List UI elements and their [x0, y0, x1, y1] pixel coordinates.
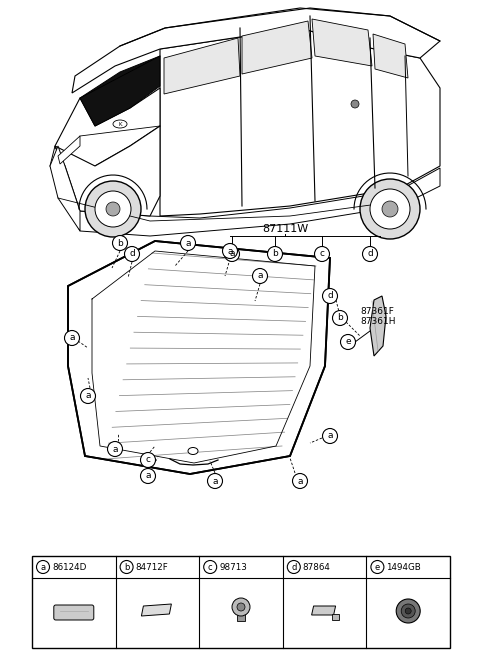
Text: a: a	[227, 247, 233, 255]
Circle shape	[323, 428, 337, 443]
Text: a: a	[85, 392, 91, 401]
Text: K: K	[118, 121, 122, 127]
FancyBboxPatch shape	[32, 556, 450, 648]
Polygon shape	[50, 146, 440, 236]
Circle shape	[204, 560, 216, 573]
Circle shape	[267, 247, 283, 262]
Circle shape	[106, 202, 120, 216]
Text: a: a	[145, 472, 151, 480]
Circle shape	[223, 243, 238, 258]
Polygon shape	[55, 88, 160, 166]
Circle shape	[382, 201, 398, 217]
Text: d: d	[291, 562, 297, 571]
Text: 84712F: 84712F	[135, 562, 168, 571]
Circle shape	[120, 560, 133, 573]
Circle shape	[405, 608, 411, 614]
Text: b: b	[124, 562, 129, 571]
Text: a: a	[327, 432, 333, 440]
Text: 86124D: 86124D	[52, 562, 86, 571]
Text: a: a	[229, 249, 235, 258]
Circle shape	[292, 474, 308, 489]
Circle shape	[237, 603, 245, 611]
Polygon shape	[312, 606, 336, 615]
Text: b: b	[117, 239, 123, 247]
Circle shape	[232, 598, 250, 616]
Text: d: d	[129, 249, 135, 258]
Polygon shape	[164, 38, 240, 94]
Circle shape	[36, 560, 49, 573]
Text: c: c	[208, 562, 213, 571]
Circle shape	[396, 599, 420, 623]
Ellipse shape	[188, 447, 198, 455]
Text: d: d	[327, 291, 333, 300]
Circle shape	[108, 441, 122, 457]
Text: e: e	[375, 562, 380, 571]
Polygon shape	[80, 56, 160, 126]
Circle shape	[360, 179, 420, 239]
Circle shape	[141, 453, 156, 468]
Circle shape	[252, 268, 267, 283]
Circle shape	[124, 247, 140, 262]
Bar	[237, 611, 245, 621]
Text: d: d	[367, 249, 373, 258]
Circle shape	[81, 388, 96, 403]
Bar	[332, 614, 338, 620]
Text: a: a	[112, 445, 118, 453]
Circle shape	[64, 331, 80, 346]
Text: 87864: 87864	[303, 562, 331, 571]
Polygon shape	[370, 296, 386, 356]
Text: 98713: 98713	[219, 562, 247, 571]
Circle shape	[370, 189, 410, 229]
Circle shape	[362, 247, 377, 262]
Text: e: e	[345, 337, 351, 346]
Polygon shape	[50, 146, 80, 231]
FancyBboxPatch shape	[54, 605, 94, 620]
Circle shape	[112, 236, 128, 251]
Circle shape	[323, 289, 337, 304]
Text: a: a	[40, 562, 46, 571]
Polygon shape	[312, 19, 372, 66]
Text: 87111W: 87111W	[262, 224, 308, 234]
Polygon shape	[72, 8, 440, 93]
Circle shape	[85, 181, 141, 237]
Text: a: a	[185, 239, 191, 247]
Circle shape	[333, 310, 348, 325]
Circle shape	[207, 474, 223, 489]
Polygon shape	[68, 241, 330, 474]
Circle shape	[371, 560, 384, 573]
Ellipse shape	[113, 120, 127, 128]
Text: a: a	[297, 476, 303, 485]
Circle shape	[288, 560, 300, 573]
Polygon shape	[58, 136, 80, 164]
Circle shape	[314, 247, 329, 262]
Text: a: a	[257, 272, 263, 281]
Text: b: b	[272, 249, 278, 258]
Circle shape	[141, 468, 156, 483]
Text: a: a	[69, 333, 75, 342]
Circle shape	[180, 236, 195, 251]
Text: b: b	[337, 314, 343, 323]
Polygon shape	[242, 21, 312, 74]
Circle shape	[225, 247, 240, 262]
Text: 1494GB: 1494GB	[386, 562, 421, 571]
Text: 87361H: 87361H	[360, 318, 396, 327]
Polygon shape	[142, 604, 171, 616]
Polygon shape	[160, 28, 440, 216]
Circle shape	[351, 100, 359, 108]
Circle shape	[340, 335, 356, 350]
Text: c: c	[320, 249, 324, 258]
Circle shape	[401, 604, 415, 618]
Text: a: a	[212, 476, 218, 485]
Circle shape	[95, 191, 131, 227]
Polygon shape	[373, 34, 408, 78]
Text: 87361F: 87361F	[360, 308, 394, 316]
Polygon shape	[55, 126, 160, 216]
Text: c: c	[145, 455, 151, 464]
